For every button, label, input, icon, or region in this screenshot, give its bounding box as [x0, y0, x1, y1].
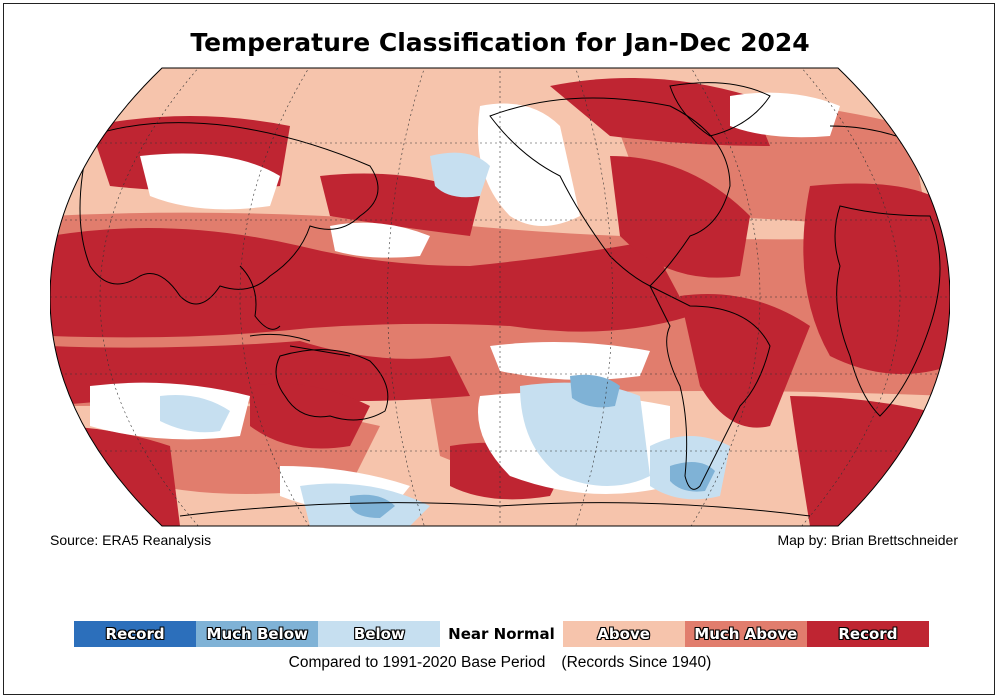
legend-much-above: Much Above [684, 621, 807, 647]
map-title: Temperature Classification for Jan-Dec 2… [190, 28, 810, 57]
legend-record-cold: Record [74, 621, 197, 647]
below-normal-areas [160, 152, 730, 526]
credit-label: Map by: Brian Brettschneider [777, 532, 958, 548]
legend-above: Above [562, 621, 685, 647]
much-below-areas [350, 374, 715, 518]
legend-record-warm: Record [806, 621, 929, 647]
graticule [50, 68, 950, 526]
legend: Record Much Below Below Near Normal Abov… [74, 621, 929, 647]
base-period-note: Compared to 1991-2020 Base Period (Record… [0, 654, 1000, 672]
map-boundary [50, 67, 950, 527]
legend-near-normal: Near Normal [440, 621, 563, 647]
legend-much-below: Much Below [196, 621, 319, 647]
source-label: Source: ERA5 Reanalysis [50, 532, 212, 548]
figure-frame [3, 3, 995, 695]
legend-below: Below [318, 621, 441, 647]
coastlines [79, 82, 950, 517]
world-map [50, 67, 950, 527]
base-period-text: Compared to 1991-2020 Base Period [288, 654, 546, 671]
records-note: (Records Since 1940) [561, 654, 712, 671]
